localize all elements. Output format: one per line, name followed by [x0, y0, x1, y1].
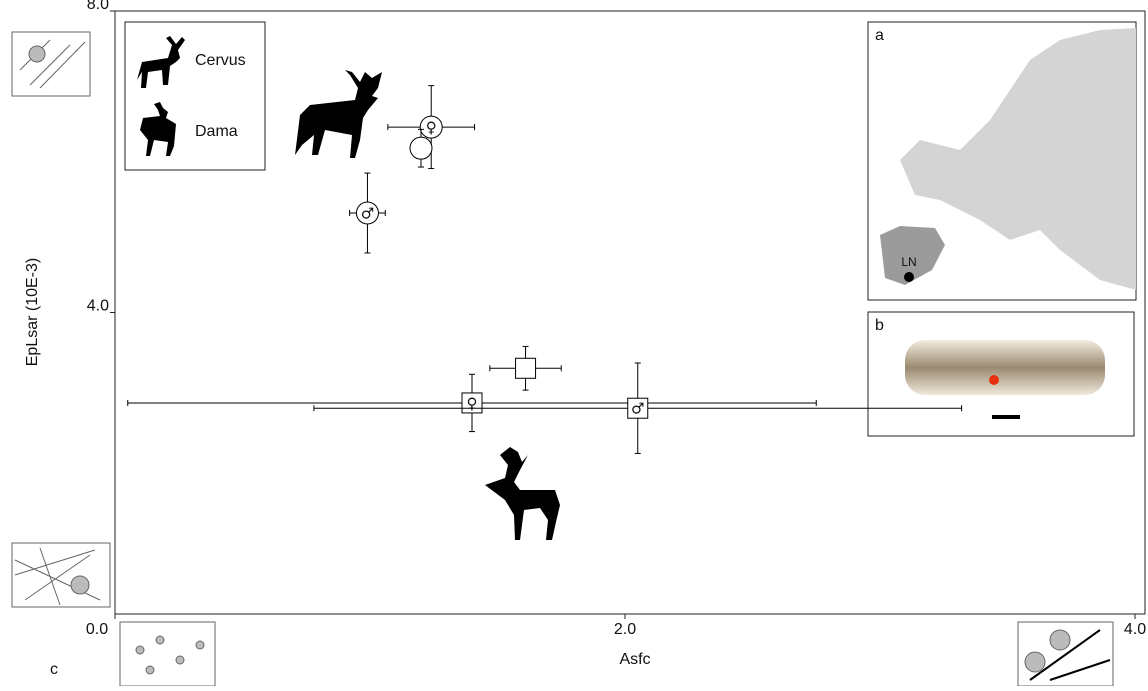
page: Cervus Dama a LN b c Asfc EpLsar (10E-3)…	[0, 0, 1148, 691]
panel-label: b	[875, 317, 884, 334]
site-label: LN	[901, 255, 916, 269]
tooth-inset	[868, 312, 1134, 436]
x-tick-label: 4.0	[1124, 621, 1146, 638]
x-tick-label: 0.0	[86, 621, 108, 638]
y-tick-label: 8.0	[87, 0, 109, 13]
point-label: ♂	[631, 400, 644, 418]
legend-label: Cervus	[195, 52, 246, 69]
chart: Cervus Dama a LN b c Asfc EpLsar (10E-3)…	[0, 0, 1148, 686]
dama-silhouette	[485, 447, 560, 540]
panel-label: c	[50, 661, 58, 678]
panel-label: a	[875, 27, 884, 44]
point	[410, 137, 432, 159]
point-label: ♀	[467, 394, 478, 412]
x-axis-label: Asfc	[619, 651, 650, 668]
point-label: ♀	[426, 119, 437, 137]
point-label: ♂	[361, 205, 374, 223]
x-tick-label: 2.0	[614, 621, 636, 638]
y-axis-label: EpLsar (10E-3)	[24, 258, 41, 367]
y-tick-label: 4.0	[87, 298, 109, 315]
point	[516, 358, 536, 378]
cervus-silhouette	[295, 70, 382, 158]
legend	[125, 22, 265, 170]
legend-label: Dama	[195, 123, 238, 140]
legend-box	[125, 22, 265, 170]
